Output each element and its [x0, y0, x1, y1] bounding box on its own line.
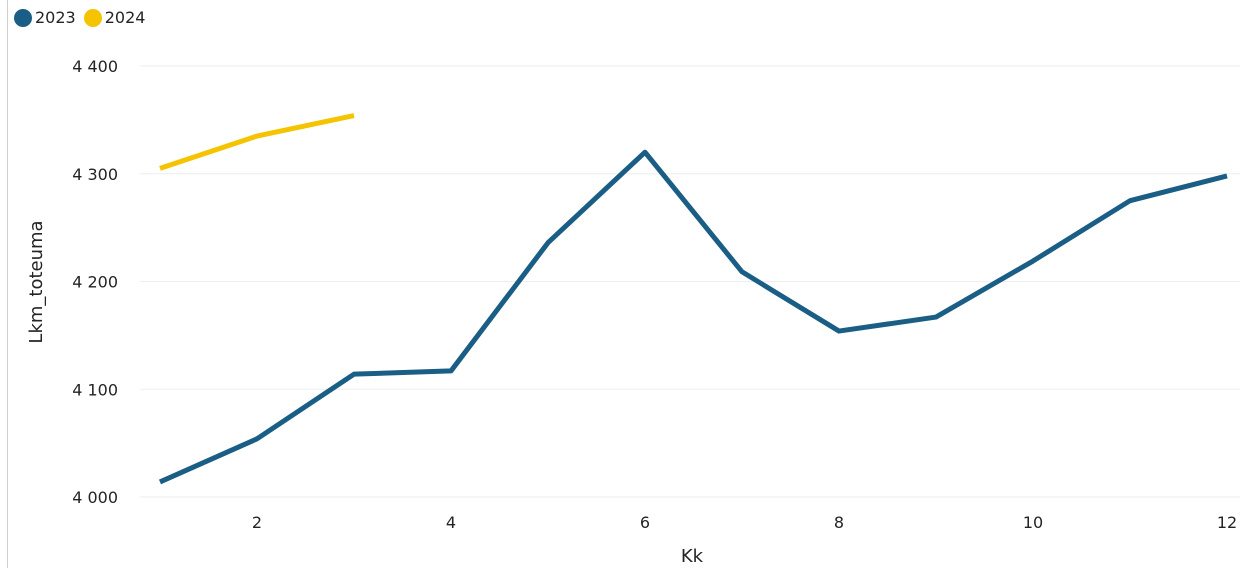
- y-tick-label: 4 100: [72, 380, 118, 399]
- x-tick-label: 4: [446, 513, 456, 532]
- x-axis-title: Kk: [681, 546, 704, 567]
- y-tick-label: 4 200: [72, 273, 118, 292]
- y-axis-ticks: 4 000 4 100 4 200 4 300 4 400: [72, 57, 118, 507]
- series-line-2023[interactable]: [158, 149, 1228, 485]
- x-tick-label: 2: [252, 513, 262, 532]
- x-axis-ticks: 2 4 6 8 10 12: [252, 513, 1237, 532]
- x-tick-label: 8: [834, 513, 844, 532]
- series-line-2024[interactable]: [159, 113, 355, 171]
- legend: 2023 2024: [14, 8, 153, 27]
- legend-marker-2024: [83, 8, 102, 27]
- y-tick-label: 4 400: [72, 57, 118, 76]
- legend-item-2023[interactable]: 2023: [14, 8, 76, 27]
- x-tick-label: 12: [1217, 513, 1237, 532]
- legend-label-2023: 2023: [35, 8, 76, 27]
- legend-item-2024[interactable]: 2024: [83, 8, 146, 27]
- y-tick-label: 4 300: [72, 165, 118, 184]
- gridlines: [140, 65, 1240, 498]
- y-tick-label: 4 000: [72, 488, 118, 507]
- x-tick-label: 6: [640, 513, 650, 532]
- series-lines: [158, 113, 1228, 485]
- x-tick-label: 10: [1023, 513, 1043, 532]
- legend-marker-2023: [14, 8, 32, 27]
- legend-label-2024: 2024: [104, 8, 146, 27]
- visual-border: [0, 0, 8, 568]
- y-axis-title: Lkm_toteuma: [26, 220, 47, 343]
